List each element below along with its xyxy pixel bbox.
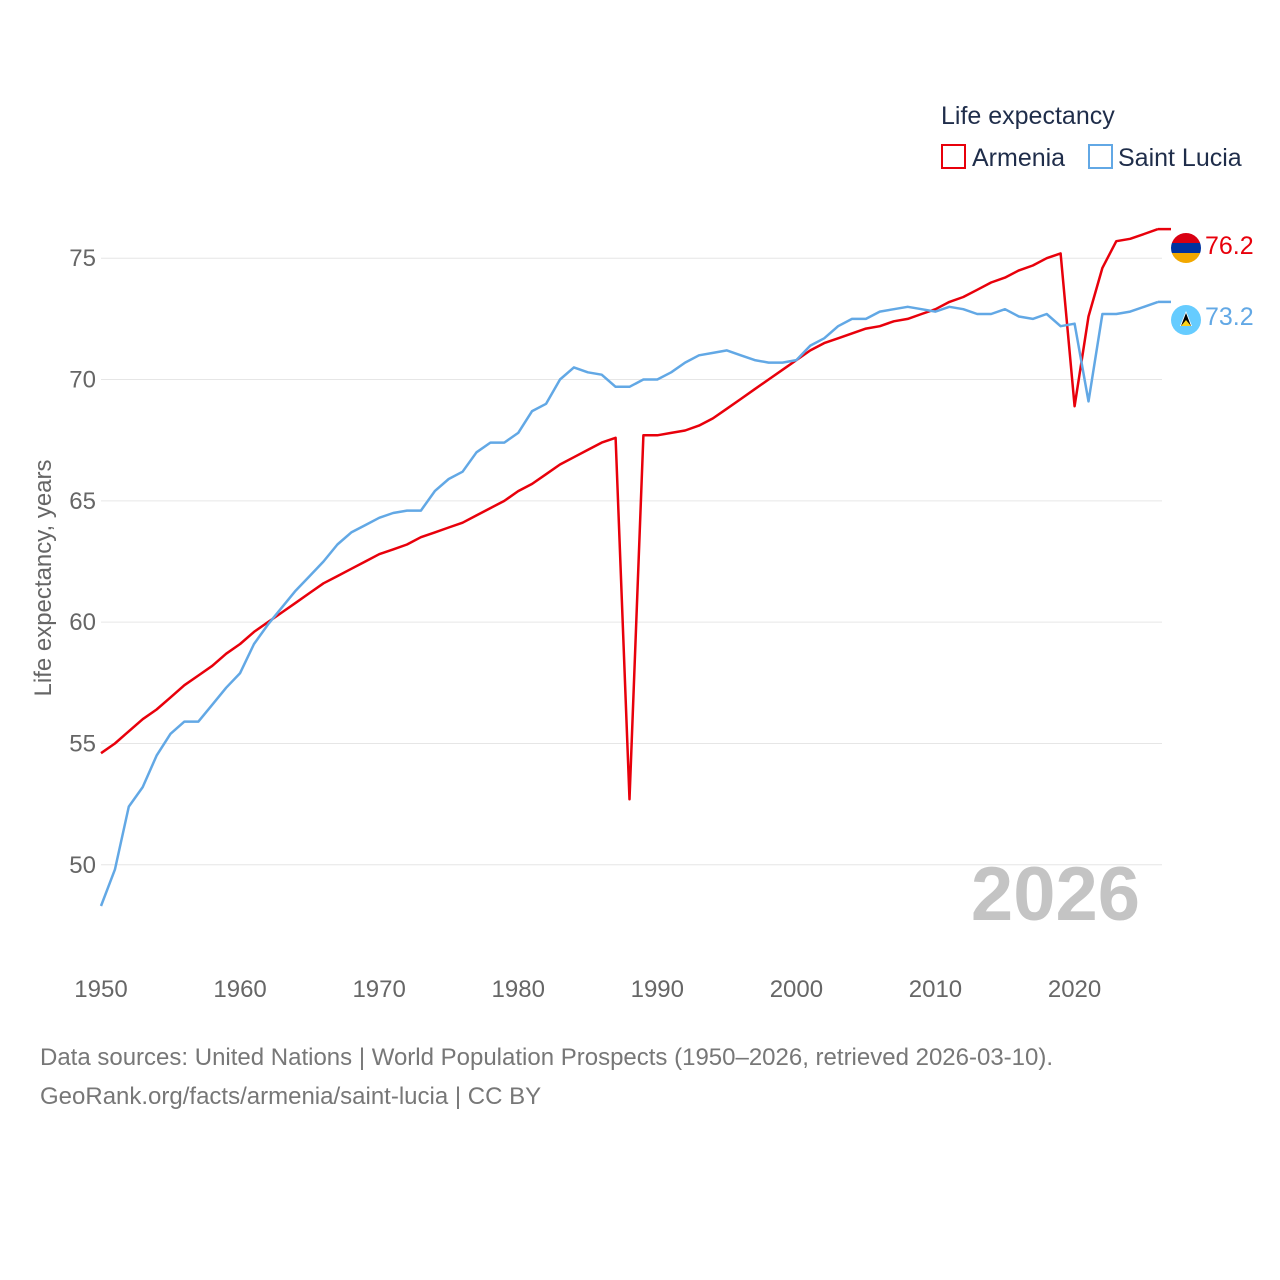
y-tick-label: 65 [69, 488, 96, 515]
saint-lucia-flag-icon [1171, 305, 1201, 335]
series-lines [99, 227, 1171, 907]
y-tick-label: 55 [69, 730, 96, 757]
x-tick-label: 2020 [1048, 976, 1101, 1003]
y-tick-label: 70 [69, 367, 96, 394]
legend-title: Life expectancy [941, 102, 1115, 130]
legend: Life expectancy Armenia Saint Lucia [941, 102, 1242, 172]
x-tick-label: 1950 [74, 976, 127, 1003]
legend-item-armenia[interactable]: Armenia [941, 144, 1065, 172]
x-tick-label: 2000 [770, 976, 823, 1003]
legend-item-saint-lucia[interactable]: Saint Lucia [1088, 144, 1242, 172]
end-marker-saint-lucia: 73.2 [1171, 303, 1254, 335]
y-tick-label: 60 [69, 609, 96, 636]
end-label-saint-lucia: 73.2 [1205, 303, 1254, 331]
series-line-saint-lucia[interactable] [99, 300, 1159, 907]
end-label-armenia: 76.2 [1205, 232, 1254, 260]
end-marker-armenia: 76.2 [1171, 232, 1254, 263]
source-note: Data sources: United Nations | World Pop… [40, 1044, 1054, 1071]
year-watermark: 2026 [971, 852, 1140, 937]
y-tick-label: 75 [69, 245, 96, 272]
x-tick-label: 1980 [492, 976, 545, 1003]
y-tick-labels: 50 55 60 65 70 75 [69, 245, 96, 879]
legend-swatch-armenia [941, 144, 966, 169]
source-link[interactable]: GeoRank.org/facts/armenia/saint-lucia | … [40, 1083, 542, 1110]
x-tick-label: 1960 [213, 976, 266, 1003]
x-tick-label: 2010 [909, 976, 962, 1003]
legend-swatch-saint-lucia [1088, 144, 1113, 169]
y-axis-title: Life expectancy, years [30, 459, 57, 696]
gridlines [101, 257, 1162, 866]
series-line-armenia[interactable] [100, 227, 1159, 801]
x-tick-label: 1970 [352, 976, 405, 1003]
x-tick-labels: 1950 1960 1970 1980 1990 2000 2010 2020 [74, 976, 1101, 1003]
legend-label-saint-lucia: Saint Lucia [1118, 144, 1242, 172]
legend-label-armenia: Armenia [972, 144, 1065, 172]
armenia-flag-icon [1171, 233, 1201, 263]
x-tick-label: 1990 [631, 976, 684, 1003]
y-tick-label: 50 [69, 852, 96, 879]
